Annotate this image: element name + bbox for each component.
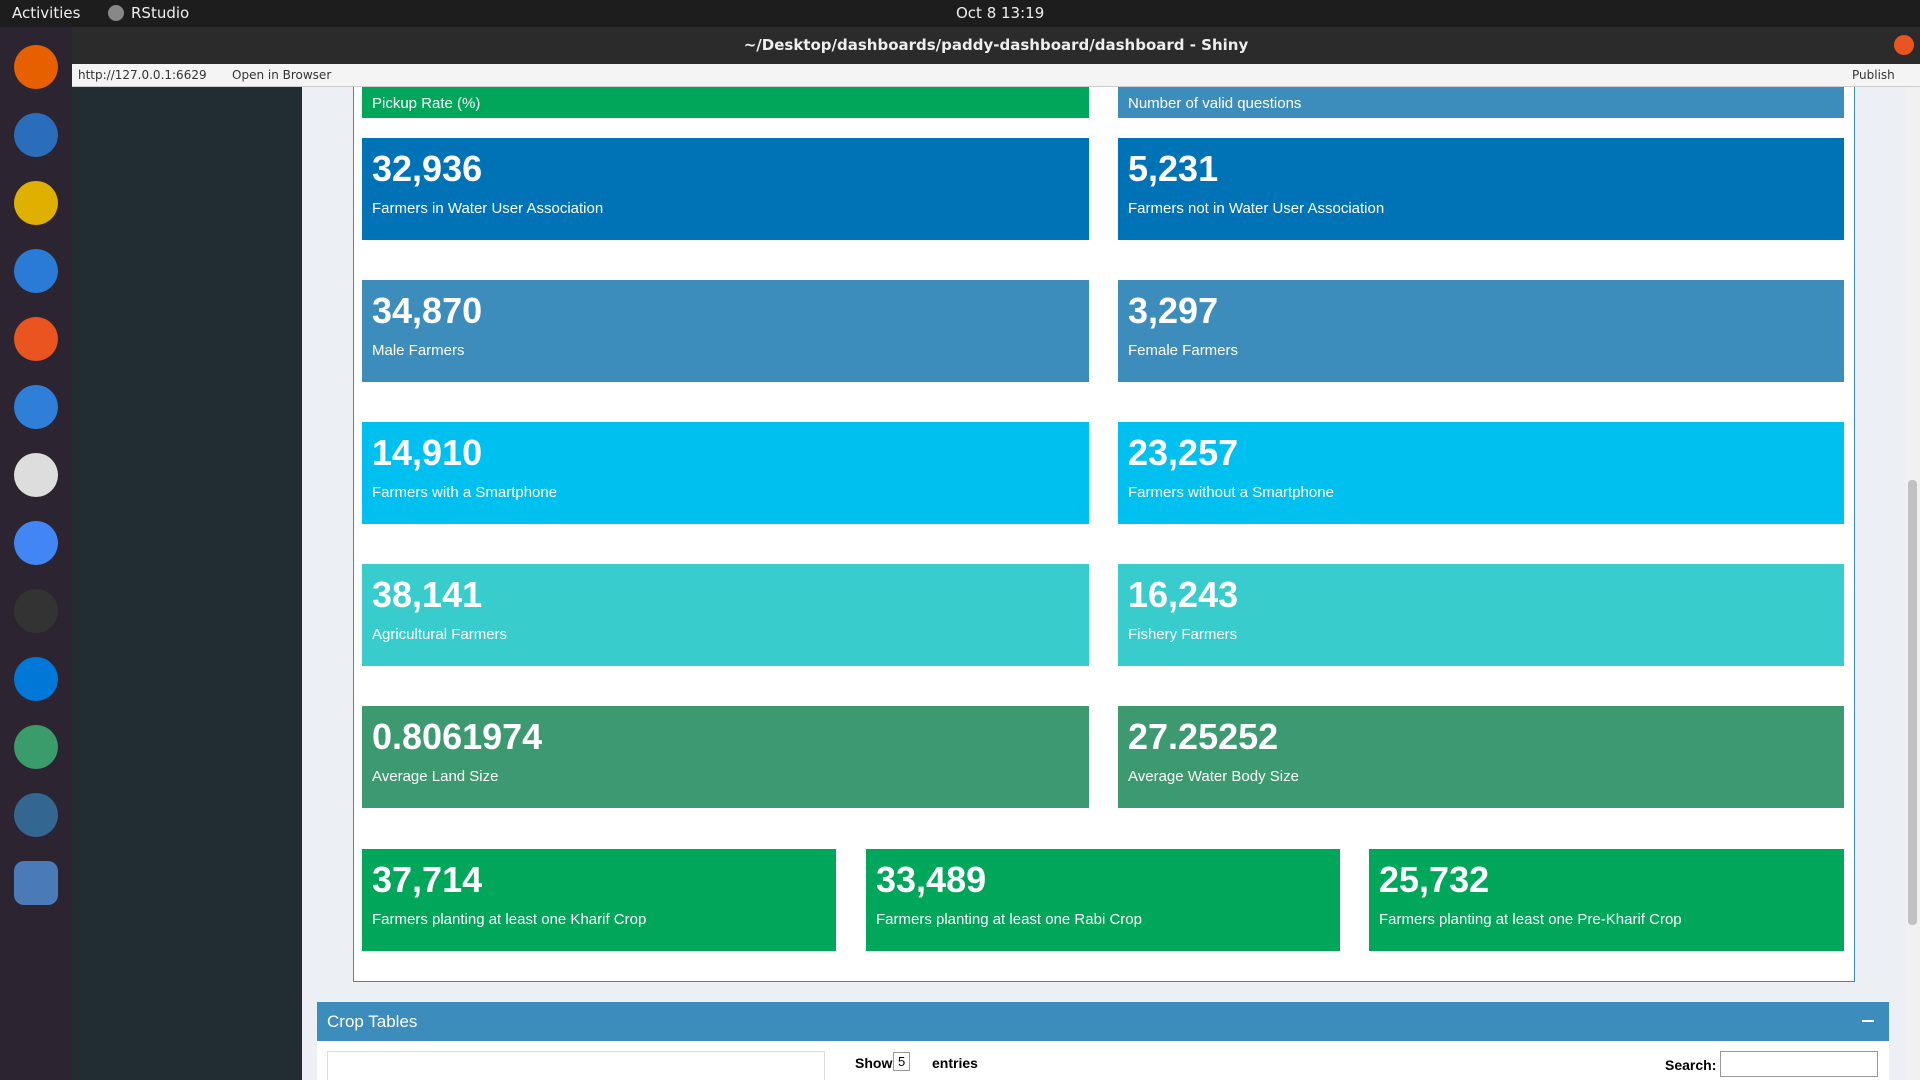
value-box: 32,936 Farmers in Water User Association	[362, 138, 1089, 240]
value-box: 23,257 Farmers without a Smartphone	[1118, 422, 1844, 524]
app-icon	[108, 5, 124, 21]
dock-icon[interactable]	[14, 589, 58, 633]
value-box: 37,714 Farmers planting at least one Khar…	[362, 849, 836, 951]
box-value: 14,910	[372, 432, 483, 473]
value-box: 34,870 Male Farmers	[362, 280, 1089, 382]
dock-icon[interactable]	[14, 45, 58, 89]
box-label: Farmers planting at least one Rabi Crop	[876, 911, 1142, 928]
crop-tables-title: Crop Tables	[327, 1012, 418, 1031]
dock-icon[interactable]	[14, 521, 58, 565]
dock-icon[interactable]	[14, 453, 58, 497]
activities[interactable]: Activities	[12, 4, 81, 22]
show-label: Show	[855, 1055, 893, 1071]
window-title: ~/Desktop/dashboards/paddy-dashboard/das…	[743, 36, 1249, 54]
crop-tables-body: Show 5 entries Search:	[317, 1041, 1889, 1080]
value-box: Pickup Rate (%)	[362, 87, 1089, 118]
dock-icon[interactable]	[14, 249, 58, 293]
dock-icon[interactable]	[14, 793, 58, 837]
dock-icon[interactable]	[14, 657, 58, 701]
tab-panel	[327, 1051, 825, 1080]
value-box: 0.8061974 Average Land Size	[362, 706, 1089, 808]
publish[interactable]: Publish	[1852, 68, 1895, 82]
value-box: 25,732 Farmers planting at least one Pre-…	[1369, 849, 1844, 951]
address-bar: http://127.0.0.1:6629 Open in Browser Pu…	[72, 64, 1920, 87]
box-label: Female Farmers	[1128, 342, 1239, 359]
box-label: Agricultural Farmers	[372, 626, 508, 643]
search-input[interactable]	[1720, 1051, 1878, 1077]
dock-icon[interactable]	[14, 317, 58, 361]
box-value: 5,231	[1128, 148, 1219, 189]
dock-icon[interactable]	[14, 861, 58, 905]
box-label: Farmers in Water User Association	[372, 200, 604, 217]
value-box: 3,297 Female Farmers	[1118, 280, 1844, 382]
crop-tables-header: Crop Tables	[317, 1002, 1889, 1041]
clock[interactable]: Oct 8 13:19	[956, 4, 1045, 22]
url[interactable]: http://127.0.0.1:6629	[78, 68, 207, 82]
close-button[interactable]	[1894, 35, 1914, 55]
box-label: Male Farmers	[372, 342, 465, 359]
dock-icon[interactable]	[14, 181, 58, 225]
main-content: Pickup Rate (%) Number of valid questions…	[302, 87, 1905, 1080]
value-box: 27.25252 Average Water Body Size	[1118, 706, 1844, 808]
box-value: 37,714	[372, 859, 483, 900]
box-label: Pickup Rate (%)	[372, 95, 481, 112]
sidebar	[72, 87, 302, 1080]
dock	[0, 27, 72, 1080]
box-label: Fishery Farmers	[1128, 626, 1238, 643]
value-box: 33,489 Farmers planting at least one Rabi…	[866, 849, 1340, 951]
box-label: Farmers planting at least one Kharif Cro…	[372, 911, 647, 928]
box-label: Farmers without a Smartphone	[1128, 484, 1334, 501]
dock-icon[interactable]	[14, 385, 58, 429]
box-value: 33,489	[876, 859, 987, 900]
box-value: 0.8061974	[372, 716, 543, 757]
box-label: Farmers with a Smartphone	[372, 484, 558, 501]
box-value: 25,732	[1379, 859, 1490, 900]
entries-label: entries	[932, 1055, 978, 1071]
box-label: Number of valid questions	[1128, 95, 1302, 112]
box-label: Average Land Size	[372, 768, 499, 785]
value-box: 5,231 Farmers not in Water User Associati…	[1118, 138, 1844, 240]
dock-icon[interactable]	[14, 725, 58, 769]
value-box: Number of valid questions	[1118, 87, 1844, 118]
box-value: 38,141	[372, 574, 483, 615]
box-value: 16,243	[1128, 574, 1239, 615]
scroll-thumb[interactable]	[1908, 480, 1917, 925]
title-bar: ~/Desktop/dashboards/paddy-dashboard/das…	[72, 27, 1920, 64]
box-label: Average Water Body Size	[1128, 768, 1299, 785]
entries-select[interactable]: 5	[893, 1052, 911, 1071]
box-value: 23,257	[1128, 432, 1239, 473]
open-in-browser[interactable]: Open in Browser	[232, 68, 332, 82]
box-value: 34,870	[372, 290, 483, 331]
dock-icon[interactable]	[14, 113, 58, 157]
value-box: 16,243 Fishery Farmers	[1118, 564, 1844, 666]
box-label: Farmers planting at least one Pre-Kharif…	[1379, 911, 1682, 928]
app-menu[interactable]: RStudio	[131, 4, 190, 22]
box-value: 3,297	[1128, 290, 1219, 331]
box-value: 27.25252	[1128, 716, 1279, 757]
collapse-button[interactable]	[1862, 1020, 1874, 1022]
value-box: 14,910 Farmers with a Smartphone	[362, 422, 1089, 524]
top-bar: Activities RStudio Oct 8 13:19	[0, 0, 1920, 27]
box-label: Farmers not in Water User Association	[1128, 200, 1385, 217]
search-label: Search:	[1665, 1057, 1717, 1073]
value-box: 38,141 Agricultural Farmers	[362, 564, 1089, 666]
box-value: 32,936	[372, 148, 483, 189]
